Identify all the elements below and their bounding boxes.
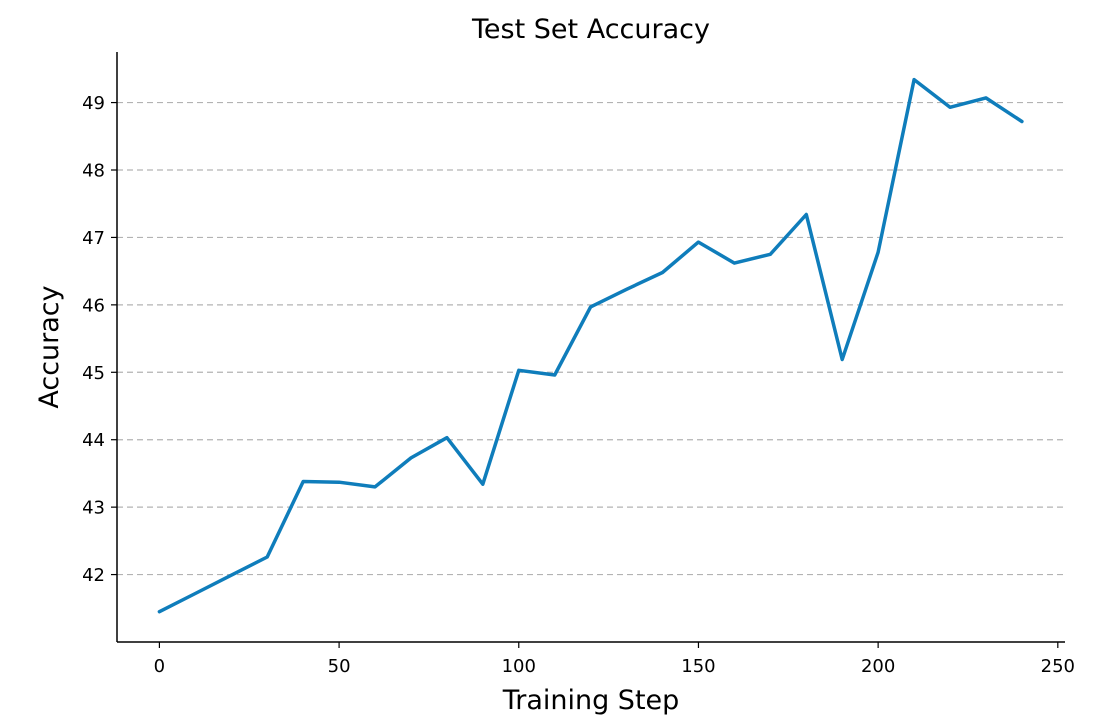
y-tick-label: 46 [82, 295, 105, 316]
chart-title: Test Set Accuracy [471, 14, 710, 45]
x-tick-label: 150 [681, 656, 715, 677]
y-tick-label: 43 [82, 498, 105, 519]
x-tick-label: 100 [502, 656, 536, 677]
x-tick-label: 200 [861, 656, 895, 677]
y-axis-ticks: 42 43 44 45 46 47 48 49 [82, 93, 117, 586]
grid-lines [117, 101, 1065, 576]
series-layer [157, 77, 1024, 614]
y-tick-label: 42 [82, 565, 105, 586]
y-tick-label: 47 [82, 228, 105, 249]
x-tick-label: 50 [328, 656, 351, 677]
y-tick-label: 48 [82, 161, 105, 182]
y-tick-label: 45 [82, 363, 105, 384]
x-axis-label: Training Step [502, 685, 680, 716]
y-tick-label: 49 [82, 93, 105, 114]
x-tick-label: 250 [1041, 656, 1075, 677]
y-tick-label: 44 [82, 430, 105, 451]
x-axis-ticks: 0 50 100 150 200 250 [154, 642, 1075, 677]
x-tick-label: 0 [154, 656, 165, 677]
series-line-0 [157, 77, 1024, 614]
y-axis-label: Accuracy [34, 285, 65, 408]
